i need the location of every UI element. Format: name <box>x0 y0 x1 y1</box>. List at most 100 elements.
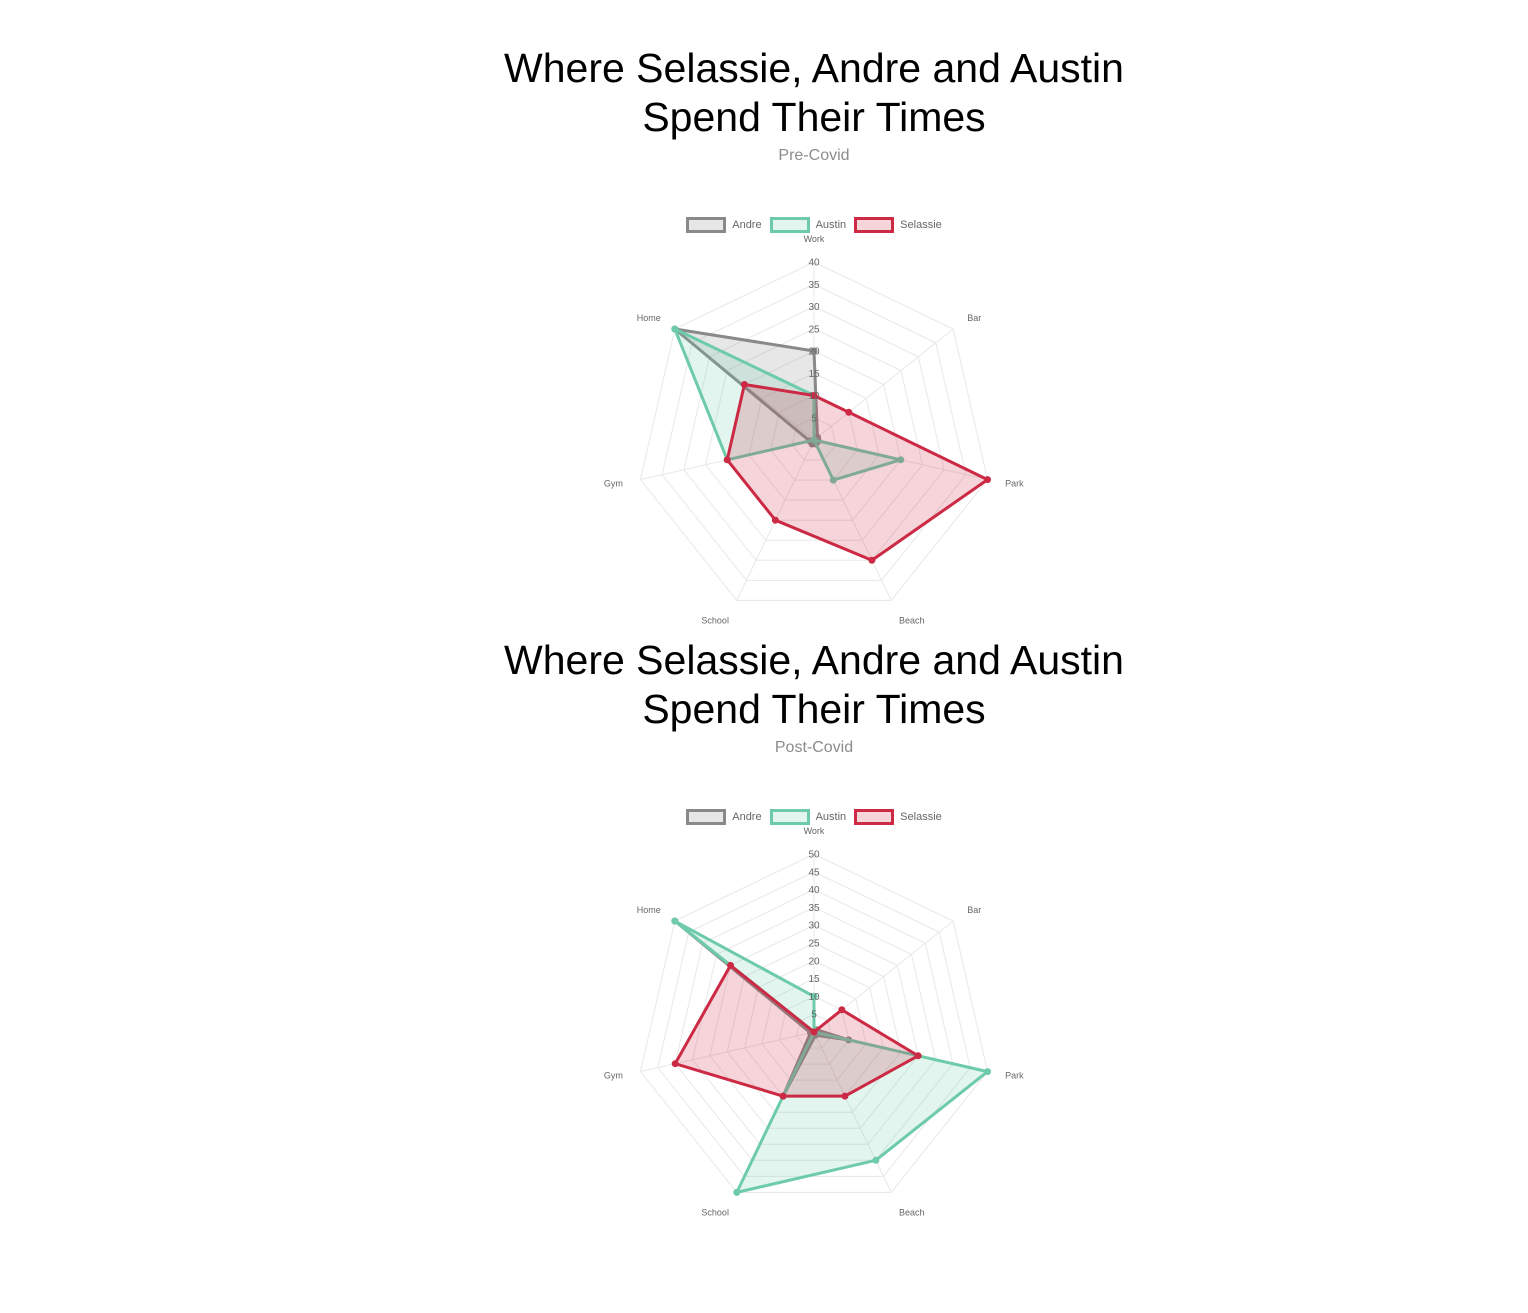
tick-label: 35 <box>808 280 820 291</box>
legend-label-selassie: Selassie <box>900 219 942 231</box>
chart-legend: Andre Austin Selassie <box>488 216 1140 234</box>
radar-plot-post-covid: 5 10 15 20 25 30 35 40 45 50 Work Bar Park Beach Schoo… <box>604 826 1024 1218</box>
legend-item-selassie[interactable]: Selassie <box>854 809 942 825</box>
grid-ring <box>709 924 919 1129</box>
category-label-home: Home <box>637 905 661 915</box>
point-selassie-school[interactable] <box>779 1092 787 1100</box>
radar-plot-pre-covid: 5 10 15 20 25 30 35 40 Work Bar Park Beach School Gym… <box>604 234 1024 626</box>
legend-label-andre: Andre <box>732 219 762 231</box>
point-selassie-gym[interactable] <box>723 456 731 464</box>
legend-swatch-selassie <box>854 217 895 233</box>
grid-ring <box>683 305 945 561</box>
point-selassie-home[interactable] <box>727 961 734 969</box>
category-label-school: School <box>701 616 729 626</box>
tick-label: 20 <box>808 956 820 967</box>
grid-ring <box>639 853 989 1193</box>
point-austin-school[interactable] <box>733 1188 741 1196</box>
point-selassie-bar[interactable] <box>838 1006 846 1014</box>
category-label-work: Work <box>804 826 825 836</box>
point-selassie-beach[interactable] <box>868 556 876 564</box>
chart-subtitle: Post-Covid <box>774 739 854 756</box>
tick-label: 40 <box>808 885 820 896</box>
tick-label: 30 <box>808 302 820 313</box>
grid-ring <box>657 871 971 1177</box>
tick-label: 50 <box>808 850 820 861</box>
category-label-school: School <box>701 1208 729 1218</box>
point-andre-work[interactable] <box>810 347 818 355</box>
point-selassie-school[interactable] <box>771 516 779 524</box>
category-label-gym: Gym <box>604 479 623 489</box>
series-area-austin <box>673 919 990 1194</box>
series-selassie <box>723 381 992 564</box>
legend-item-andre[interactable]: Andre <box>686 217 762 233</box>
grid-ring <box>639 261 989 601</box>
point-austin-beach[interactable] <box>872 1156 880 1164</box>
grid-ring <box>778 995 850 1065</box>
series-selassie <box>671 961 922 1100</box>
category-label-park: Park <box>1005 479 1024 489</box>
category-label-park: Park <box>1005 1071 1024 1081</box>
point-austin-work[interactable] <box>810 992 818 1000</box>
point-austin-school[interactable] <box>810 436 818 444</box>
point-austin-beach[interactable] <box>829 476 837 484</box>
tick-label: 25 <box>808 939 820 950</box>
category-label-work: Work <box>804 234 825 244</box>
category-labels: Work Bar Park Beach School Gym Home <box>604 234 1024 626</box>
chart-legend: Andre Austin Selassie <box>488 808 1140 826</box>
grid-ring <box>691 906 937 1145</box>
tick-labels: 5 10 15 20 25 30 35 40 45 50 <box>808 850 820 1021</box>
tick-label: 25 <box>808 324 820 335</box>
tick-label: 10 <box>808 992 820 1003</box>
point-selassie-park[interactable] <box>914 1052 922 1060</box>
tick-label: 5 <box>811 413 817 424</box>
category-label-gym: Gym <box>604 1071 623 1081</box>
tick-label: 20 <box>808 347 820 358</box>
legend-swatch-andre <box>686 809 727 825</box>
point-selassie-work[interactable] <box>810 1028 818 1036</box>
grid-spoke <box>640 1031 815 1073</box>
point-austin-park[interactable] <box>897 456 905 464</box>
category-labels: Work Bar Park Beach School Gym Home <box>604 826 1024 1218</box>
point-austin-home[interactable] <box>671 325 679 333</box>
legend-label-austin: Austin <box>815 811 847 823</box>
grid-ring <box>770 394 858 481</box>
tick-label: 15 <box>808 974 820 985</box>
grid-ring <box>761 978 867 1081</box>
grid-ring <box>674 889 954 1161</box>
grid-spoke <box>813 328 954 441</box>
tick-label: 40 <box>808 258 820 269</box>
legend-item-austin[interactable]: Austin <box>769 217 847 233</box>
point-selassie-work[interactable] <box>810 392 818 399</box>
grid-spoke <box>813 1031 892 1193</box>
category-label-home: Home <box>637 313 661 323</box>
point-selassie-park[interactable] <box>984 476 992 484</box>
legend-item-andre[interactable]: Andre <box>686 809 762 825</box>
legend-swatch-austin <box>769 217 810 233</box>
point-austin-home[interactable] <box>671 917 679 925</box>
radar-chart-post-covid: Where Selassie, Andre and Austin Spend T… <box>0 592 1528 1218</box>
chart-title: Where Selassie, Andre and Austin Spend T… <box>504 637 1124 732</box>
tick-label: 15 <box>808 369 820 380</box>
legend-label-austin: Austin <box>815 219 847 231</box>
tick-label: 10 <box>808 391 820 402</box>
legend-swatch-andre <box>686 217 727 233</box>
grid-ring <box>748 372 880 501</box>
point-selassie-home[interactable] <box>740 381 748 389</box>
series-area-selassie <box>673 963 920 1098</box>
category-label-bar: Bar <box>967 313 981 323</box>
category-label-bar: Bar <box>967 905 981 915</box>
tick-label: 30 <box>808 921 820 932</box>
point-austin-park[interactable] <box>984 1068 992 1076</box>
legend-swatch-austin <box>769 809 810 825</box>
legend-label-andre: Andre <box>732 811 762 823</box>
point-selassie-beach[interactable] <box>841 1092 849 1100</box>
category-label-beach: Beach <box>899 616 925 626</box>
legend-item-austin[interactable]: Austin <box>769 809 847 825</box>
legend-item-selassie[interactable]: Selassie <box>854 217 942 233</box>
radar-chart-pre-covid: Where Selassie, Andre and Austin Spend T… <box>0 0 1528 626</box>
point-selassie-gym[interactable] <box>671 1060 679 1068</box>
category-label-beach: Beach <box>899 1208 925 1218</box>
point-selassie-bar[interactable] <box>845 408 853 416</box>
tick-label: 5 <box>811 1010 817 1021</box>
tick-label: 35 <box>808 903 820 914</box>
